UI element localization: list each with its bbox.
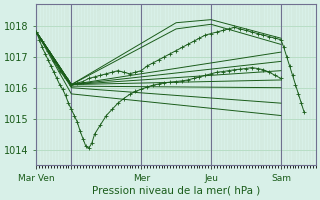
X-axis label: Pression niveau de la mer( hPa ): Pression niveau de la mer( hPa ) [92, 186, 260, 196]
